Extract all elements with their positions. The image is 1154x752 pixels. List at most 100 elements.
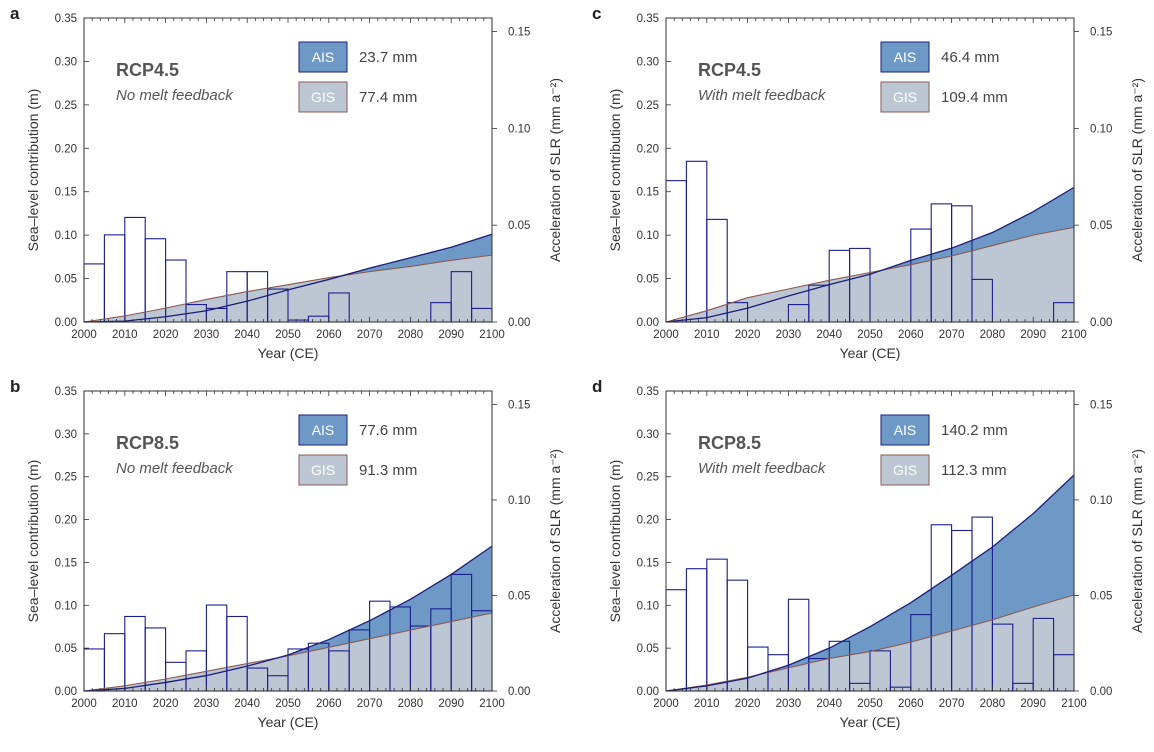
y-axis-title: Sea–level contribution (m) — [25, 460, 41, 623]
ais-legend-label: AIS — [312, 422, 335, 438]
acceleration-bar — [124, 615, 146, 692]
x-tick-label: 2090 — [438, 329, 464, 341]
x-tick-label: 2000 — [653, 698, 679, 710]
x-tick-label: 2030 — [776, 329, 802, 341]
x-tick-label: 2100 — [1061, 329, 1087, 341]
y2-axis-title: Acceleration of SLR (mm a⁻²) — [1129, 78, 1145, 262]
acceleration-bar — [685, 568, 708, 692]
y-tick-label: 0.00 — [637, 317, 659, 329]
ais-legend-swatch — [298, 41, 348, 73]
x-tick-label: 2080 — [398, 329, 424, 341]
x-tick-label: 2040 — [816, 698, 842, 710]
y-axis-title: Sea–level contribution (m) — [25, 89, 41, 252]
y2-axis-title: Acceleration of SLR (mm a⁻²) — [547, 449, 563, 633]
y-tick-label: 0.20 — [55, 515, 77, 527]
ais-legend-value: 140.2 mm — [941, 422, 1008, 439]
ais-legend-swatch — [880, 41, 930, 73]
gis-legend-value: 112.3 mm — [941, 462, 1007, 479]
ais-legend-value: 23.7 mm — [359, 49, 417, 66]
scenario-label: RCP4.5 — [698, 60, 761, 80]
y-tick-label: 0.30 — [55, 429, 77, 441]
x-tick-label: 2040 — [234, 329, 260, 341]
x-axis-title: Year (CE) — [840, 714, 901, 730]
y-tick-label: 0.10 — [637, 230, 659, 242]
y2-tick-label: 0.10 — [1090, 123, 1112, 135]
y-tick-label: 0.15 — [637, 187, 659, 199]
y-tick-label: 0.15 — [637, 557, 659, 569]
y-tick-label: 0.35 — [55, 13, 77, 25]
y-tick-label: 0.05 — [55, 643, 77, 655]
gis-legend-swatch — [298, 81, 348, 113]
x-tick-label: 2030 — [194, 329, 220, 341]
x-tick-label: 2020 — [153, 329, 179, 341]
y-tick-label: 0.30 — [637, 56, 659, 68]
x-tick-label: 2060 — [898, 698, 924, 710]
y2-tick-label: 0.05 — [1090, 220, 1112, 232]
x-tick-label: 2000 — [71, 329, 97, 341]
x-tick-label: 2060 — [898, 329, 924, 341]
y2-tick-label: 0.15 — [508, 27, 530, 39]
gis-line — [83, 612, 493, 692]
acceleration-bar — [103, 234, 126, 323]
acceleration-bar — [665, 180, 687, 323]
gis-legend-label: GIS — [311, 462, 335, 478]
x-tick-label: 2070 — [357, 698, 383, 710]
scenario-label: RCP8.5 — [698, 433, 761, 453]
y-tick-label: 0.15 — [55, 557, 77, 569]
gis-line — [665, 594, 1075, 692]
x-tick-label: 2100 — [1061, 698, 1087, 710]
y-tick-label: 0.00 — [637, 686, 659, 698]
scenario-subtitle: With melt feedback — [698, 460, 827, 477]
x-tick-label: 2050 — [857, 698, 883, 710]
x-tick-label: 2090 — [438, 698, 464, 710]
x-tick-label: 2080 — [398, 698, 424, 710]
x-tick-label: 2100 — [479, 329, 505, 341]
y2-tick-label: 0.05 — [508, 590, 530, 602]
y2-tick-label: 0.00 — [1090, 686, 1112, 698]
gis-legend-swatch — [880, 81, 930, 113]
x-tick-label: 2060 — [316, 698, 342, 710]
y2-tick-label: 0.10 — [508, 123, 530, 135]
x-tick-label: 2020 — [735, 329, 761, 341]
x-tick-label: 2010 — [112, 698, 138, 710]
gis-legend-label: GIS — [311, 89, 335, 105]
ais-legend-label: AIS — [894, 422, 917, 438]
y-tick-label: 0.20 — [637, 143, 659, 155]
y2-tick-label: 0.10 — [508, 495, 530, 507]
x-tick-label: 2080 — [980, 698, 1006, 710]
y-tick-label: 0.20 — [55, 143, 77, 155]
y2-tick-label: 0.15 — [508, 399, 530, 411]
y-tick-label: 0.35 — [637, 13, 659, 25]
y-tick-label: 0.35 — [55, 386, 77, 398]
gis-legend-label: GIS — [893, 462, 917, 478]
y-tick-label: 0.00 — [55, 317, 77, 329]
x-tick-label: 2090 — [1020, 329, 1046, 341]
panel-letter: c — [592, 4, 601, 23]
x-tick-label: 2060 — [316, 329, 342, 341]
x-tick-label: 2070 — [357, 329, 383, 341]
y2-axis-title: Acceleration of SLR (mm a⁻²) — [1129, 449, 1145, 633]
x-tick-label: 2030 — [194, 698, 220, 710]
x-tick-label: 2050 — [275, 698, 301, 710]
y2-tick-label: 0.15 — [1090, 399, 1112, 411]
panel-letter: b — [10, 377, 20, 396]
y-tick-label: 0.25 — [637, 100, 659, 112]
y-tick-label: 0.35 — [637, 386, 659, 398]
panel-d: 2000 2010 2020 2030 2040 2050 2060 2070 2080 2090… — [592, 377, 1145, 730]
ais-legend-value: 77.6 mm — [359, 422, 417, 439]
ais-legend-label: AIS — [894, 49, 917, 65]
x-tick-label: 2030 — [776, 698, 802, 710]
y2-tick-label: 0.00 — [1090, 317, 1112, 329]
acceleration-bar — [706, 558, 728, 692]
x-axis-title: Year (CE) — [840, 345, 901, 361]
y-tick-label: 0.10 — [55, 600, 77, 612]
y2-tick-label: 0.00 — [508, 317, 530, 329]
acceleration-bar — [83, 263, 105, 323]
panel-a: 2000 2010 2020 2030 2040 2050 2060 2070 2080 2090… — [10, 4, 563, 361]
ais-legend-value: 46.4 mm — [941, 49, 999, 66]
y-axis-title: Sea–level contribution (m) — [607, 460, 623, 623]
y-tick-label: 0.10 — [55, 230, 77, 242]
x-tick-label: 2050 — [857, 329, 883, 341]
gis-legend-value: 77.4 mm — [359, 89, 417, 106]
